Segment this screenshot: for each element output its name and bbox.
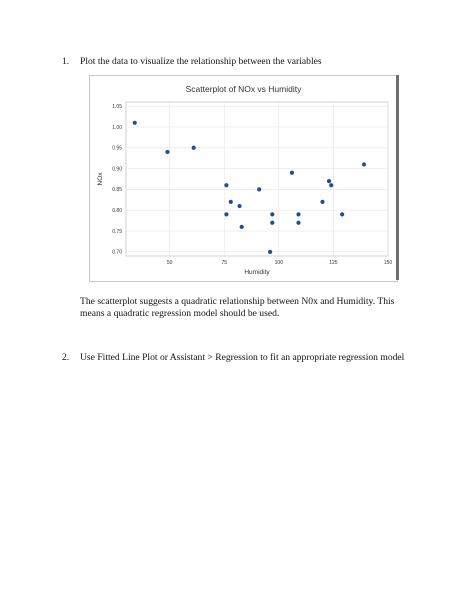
- item-text: Plot the data to visualize the relations…: [80, 56, 322, 67]
- data-point: [165, 149, 170, 155]
- y-tick-label: 0.75: [112, 229, 122, 235]
- data-point: [268, 249, 273, 254]
- data-point: [361, 162, 367, 167]
- x-tick-label: 50: [167, 260, 173, 266]
- data-point: [340, 212, 345, 217]
- data-point: [289, 170, 295, 175]
- data-point: [320, 199, 325, 204]
- data-point: [237, 203, 242, 209]
- x-axis-label: Humidity: [244, 269, 270, 276]
- data-point: [132, 120, 137, 125]
- data-point: [296, 220, 301, 225]
- figure-edge-bar: [396, 75, 399, 280]
- y-tick-label: 0.90: [112, 166, 122, 172]
- item-number: 1.: [62, 56, 70, 67]
- x-tick-label: 125: [329, 260, 338, 266]
- y-tick-label: 0.70: [112, 250, 122, 256]
- plot-area: [125, 101, 389, 257]
- paragraph-text: The scatterplot suggests a quadratic rel…: [80, 296, 395, 319]
- data-point: [224, 212, 229, 217]
- y-tick-label: 1.00: [112, 125, 122, 131]
- data-point: [270, 212, 275, 217]
- item-number: 2.: [62, 352, 70, 363]
- data-point: [270, 220, 275, 225]
- data-point: [326, 178, 332, 184]
- item-text: Use Fitted Line Plot or Assistant > Regr…: [80, 352, 405, 363]
- data-point: [239, 224, 244, 229]
- data-point: [296, 212, 301, 217]
- chart-title: Scatterplot of NOx vs Humidity: [185, 84, 302, 94]
- data-point: [228, 199, 233, 204]
- data-point: [257, 187, 262, 192]
- y-axis-label: NOx: [97, 172, 104, 186]
- scatterplot-figure: Scatterplot of NOx vs Humidity 0.70 0.75 0…: [89, 75, 398, 282]
- y-tick-label: 0.95: [112, 146, 122, 152]
- x-tick-label: 100: [275, 260, 284, 266]
- y-tick-label: 0.85: [112, 187, 122, 193]
- x-tick-label: 150: [384, 260, 393, 266]
- y-tick-label: 1.05: [112, 104, 122, 110]
- data-point: [329, 183, 334, 188]
- scatterplot-svg: 0.70 0.75 0.80 0.85 0.90 0.95 1.00 1.05 50 75 100 1…: [97, 101, 393, 276]
- data-point: [191, 145, 196, 150]
- x-tick-label: 75: [221, 260, 227, 266]
- data-point: [224, 183, 229, 188]
- y-tick-label: 0.80: [112, 208, 122, 214]
